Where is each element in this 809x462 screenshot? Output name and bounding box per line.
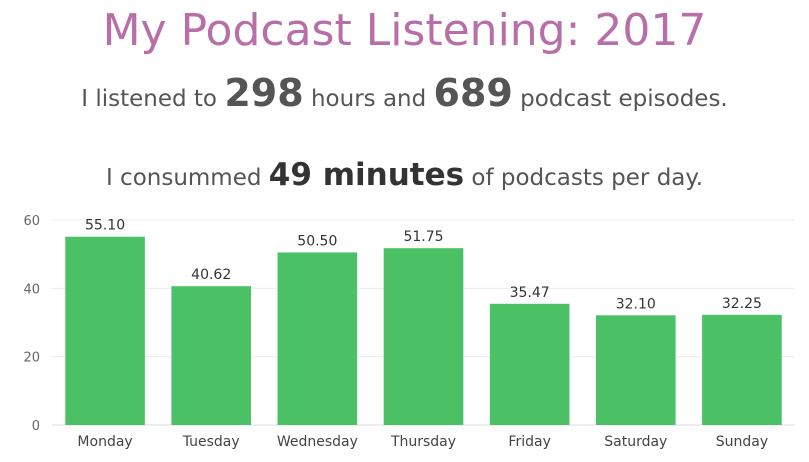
chart-title: My Podcast Listening: 2017 — [0, 4, 809, 58]
minutes-suffix: of podcasts per day. — [471, 165, 703, 191]
summary-suffix: podcast episodes. — [520, 86, 728, 112]
data-label-monday: 55.10 — [85, 218, 125, 234]
bar-chart: 0 20 40 60 55.10 Monday 40.62 Tuesday 50.50 Wedne… — [0, 200, 809, 462]
x-tick-label-monday: Monday — [77, 434, 132, 450]
bar-saturday — [596, 315, 676, 425]
summary-line-minutes: I consummed 49 minutes of podcasts per d… — [0, 152, 809, 201]
summary-prefix: I listened to — [81, 86, 217, 112]
bar-wednesday — [278, 252, 358, 425]
data-label-tuesday: 40.62 — [191, 267, 231, 283]
x-tick-label-thursday: Thursday — [390, 434, 456, 450]
data-label-saturday: 32.10 — [616, 296, 656, 312]
data-label-sunday: 32.25 — [722, 296, 762, 312]
bar-sunday — [702, 315, 782, 425]
y-tick-label: 0 — [32, 419, 40, 434]
y-tick-label: 40 — [23, 282, 40, 297]
bar-tuesday — [171, 286, 251, 425]
x-tick-label-friday: Friday — [508, 434, 550, 450]
x-tick-label-saturday: Saturday — [604, 434, 667, 450]
bar-friday — [490, 304, 570, 425]
summary-mid: hours and — [311, 86, 426, 112]
episodes-value: 689 — [434, 71, 513, 115]
x-tick-label-tuesday: Tuesday — [182, 434, 240, 450]
y-tick-label: 20 — [23, 351, 40, 366]
data-label-friday: 35.47 — [510, 285, 550, 301]
bar-thursday — [384, 248, 464, 425]
data-label-wednesday: 50.50 — [297, 233, 337, 249]
y-tick-label: 60 — [23, 214, 40, 229]
minutes-prefix: I consummed — [106, 165, 262, 191]
bar-monday — [65, 237, 145, 425]
summary-line-hours: I listened to 298 hours and 689 podcast … — [0, 70, 809, 122]
data-label-thursday: 51.75 — [403, 229, 443, 245]
hours-value: 298 — [224, 71, 303, 115]
minutes-value: 49 minutes — [269, 157, 464, 193]
x-tick-label-wednesday: Wednesday — [277, 434, 358, 450]
x-tick-label-sunday: Sunday — [716, 434, 768, 450]
